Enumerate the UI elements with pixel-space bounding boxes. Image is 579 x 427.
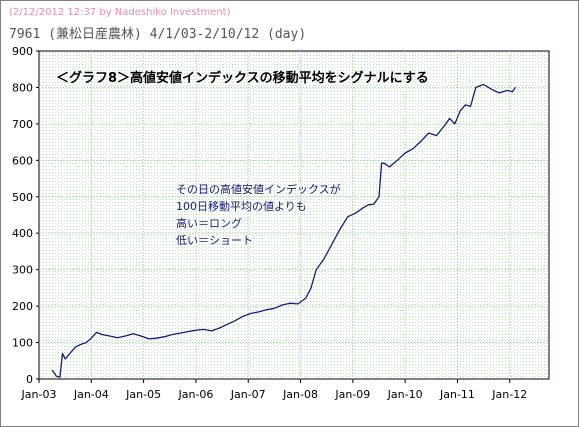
y-tick-label: 600 xyxy=(12,154,33,167)
x-tick-label: Jan-06 xyxy=(177,388,213,401)
annotation-line: 高い＝ロング xyxy=(176,216,242,230)
annotation-line: 100日移動平均の値よりも xyxy=(176,199,307,213)
chart-title: ＜グラフ8＞高値安値インデックスの移動平均をシグナルにする xyxy=(56,70,429,86)
x-tick-label: Jan-03 xyxy=(21,388,57,401)
y-tick-label: 400 xyxy=(12,227,33,240)
annotation-line: その日の高値安値インデックスが xyxy=(176,182,341,196)
y-tick-label: 900 xyxy=(12,45,33,58)
series-line xyxy=(51,83,517,378)
credit-line: (2/12/2012 12:37 by Nadeshiko Investment… xyxy=(9,7,231,18)
series-layer xyxy=(51,83,517,378)
y-axis: 0 100 200 300 400 500 600 700 800 900 xyxy=(12,45,39,386)
x-axis: Jan-03 Jan-04 Jan-05 Jan-06 Jan-07 Jan-08 Jan-… xyxy=(21,379,527,401)
y-tick-label: 100 xyxy=(12,337,33,350)
x-tick-label: Jan-11 xyxy=(439,388,475,401)
y-tick-label: 300 xyxy=(12,264,33,277)
y-tick-label: 800 xyxy=(12,81,33,94)
x-tick-label: Jan-05 xyxy=(125,388,161,401)
annotation-line: 低い＝ショート xyxy=(176,234,253,247)
x-tick-label: Jan-07 xyxy=(230,388,266,401)
x-tick-label: Jan-12 xyxy=(491,388,527,401)
x-tick-label: Jan-09 xyxy=(334,388,370,401)
annotation-text: その日の高値安値インデックスが 100日移動平均の値よりも高い＝ロング低い＝ショー… xyxy=(176,182,341,247)
chart-header-title: 7961 (兼松日産農林) 4/1/03-2/10/12 (day) xyxy=(9,27,307,42)
x-tick-label: Jan-10 xyxy=(387,388,423,401)
y-tick-label: 200 xyxy=(12,300,33,313)
y-tick-label: 700 xyxy=(12,118,33,131)
y-tick-label: 0 xyxy=(26,373,33,386)
grid-lines xyxy=(39,51,549,379)
x-tick-label: Jan-08 xyxy=(282,388,318,401)
x-tick-label: Jan-04 xyxy=(73,388,109,401)
y-tick-label: 500 xyxy=(12,191,33,204)
